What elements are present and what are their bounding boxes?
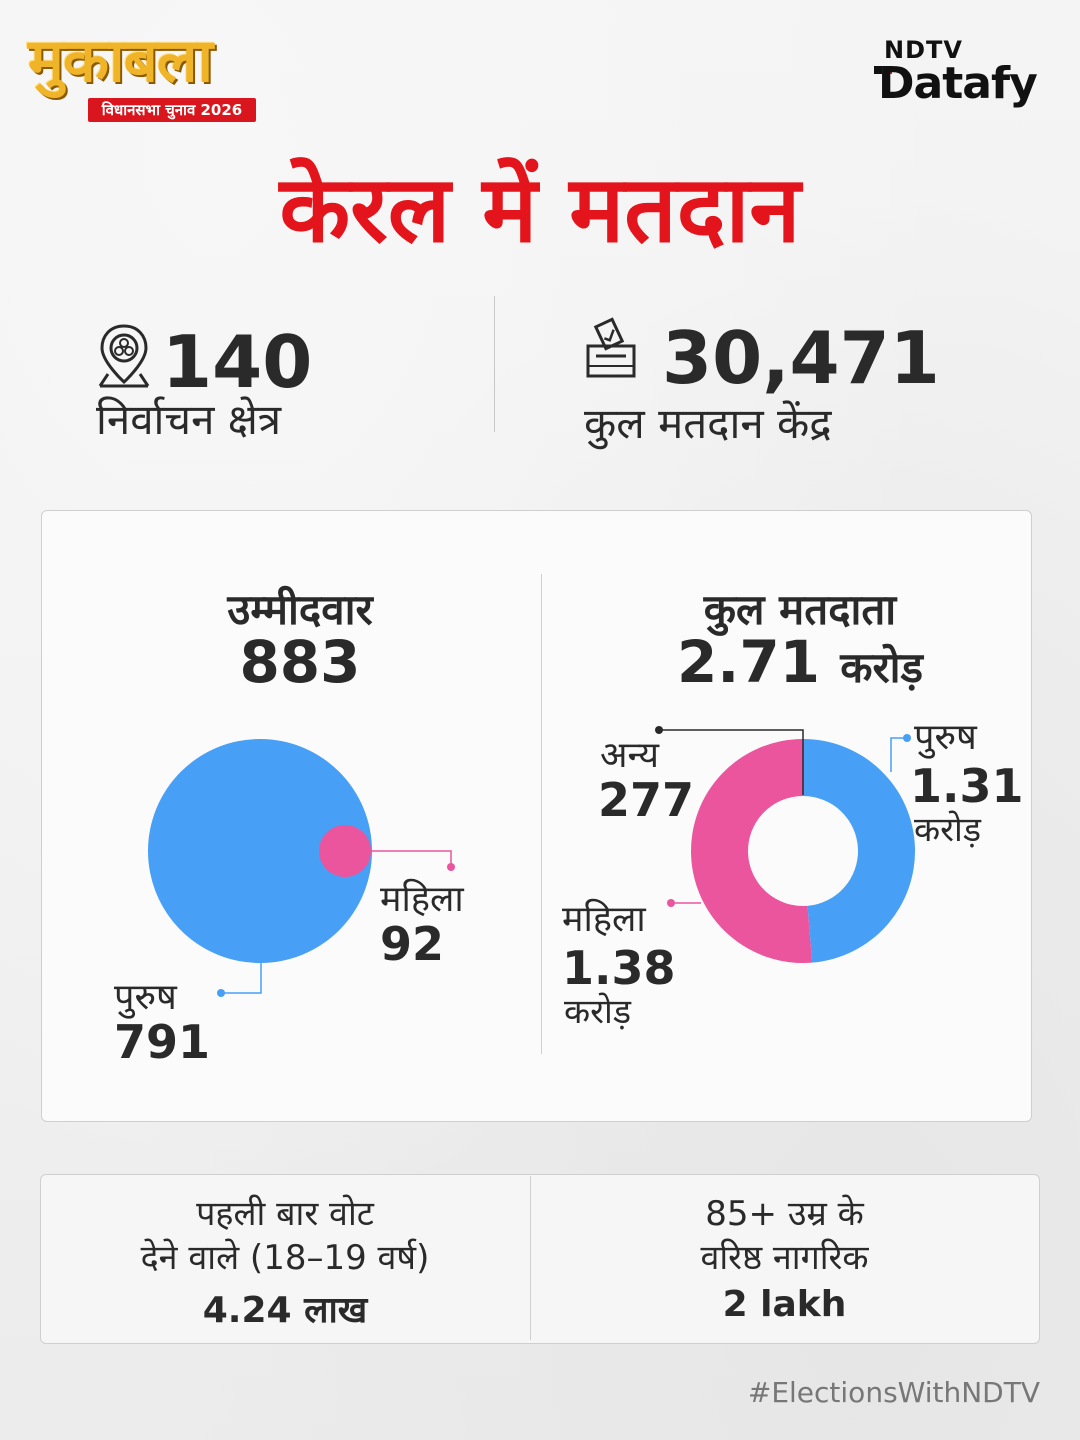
senior-citizens-line2: वरिष्ठ नागरिक <box>700 1238 869 1278</box>
polling-stations-value: 30,471 <box>662 316 940 400</box>
voters-male-unit: करोड़ <box>914 810 982 850</box>
voters-total: 2.71 <box>676 628 821 696</box>
candidates-female-leader <box>371 850 452 867</box>
first-time-voters-line1: पहली बार वोट <box>196 1194 374 1234</box>
voters-female-leader-dot <box>667 899 675 907</box>
voters-other-leader-dot <box>655 726 663 734</box>
card-divider <box>541 574 542 1054</box>
voters-female-unit: करोड़ <box>564 992 632 1032</box>
bottom-panel <box>40 1174 1040 1344</box>
candidates-male-label: पुरुष <box>114 977 177 1018</box>
first-time-voters-line2: देने वाले (18–19 वर्ष) <box>140 1238 430 1278</box>
show-logo-subtitle: विधानसभा चुनाव 2026 <box>88 98 256 122</box>
voters-total-unit: करोड़ <box>840 643 924 692</box>
candidates-male-leader <box>221 963 262 994</box>
voters-title: कुल मतदाता <box>703 585 897 634</box>
voters-total-wrap: 2.71 करोड़ <box>630 628 970 696</box>
hashtag: #ElectionsWithNDTV <box>747 1376 1040 1409</box>
candidates-male-leader-dot <box>217 989 225 997</box>
brand-ndtv: NDTV <box>884 36 963 64</box>
voters-female-slice <box>691 739 813 963</box>
polling-stations-label: कुल मतदान केंद्र <box>584 399 832 448</box>
brand-datafy: Datafy <box>878 58 1038 109</box>
voters-other-label: अन्य <box>600 735 660 776</box>
voters-male-label: पुरुष <box>914 717 977 758</box>
candidates-female-leader-dot <box>447 863 455 871</box>
senior-citizens-line1: 85+ उम्र के <box>705 1194 864 1234</box>
candidates-male-value: 791 <box>114 1015 211 1069</box>
location-pin-icon <box>98 324 150 388</box>
candidates-female-slice <box>319 825 371 877</box>
candidates-female-value: 92 <box>380 917 445 971</box>
voters-male-leader <box>890 737 907 772</box>
constituencies-label: निर्वाचन क्षेत्र <box>96 395 282 444</box>
voters-female-label: महिला <box>562 899 646 940</box>
show-logo: मुकाबला <box>28 26 213 96</box>
voters-female-value: 1.38 <box>562 941 676 995</box>
brand-dot-icon <box>874 66 882 74</box>
voters-donut-chart <box>655 726 916 963</box>
brand-red-dot-icon <box>884 66 892 74</box>
voters-other-leader <box>659 729 804 740</box>
voters-male-leader-dot <box>903 734 911 742</box>
candidates-female-label: महिला <box>380 879 464 920</box>
voters-other-value: 277 <box>598 773 695 827</box>
bottom-divider <box>530 1176 531 1340</box>
senior-citizens-value: 2 lakh <box>722 1284 847 1325</box>
page-title: केरल में मतदान <box>279 156 801 263</box>
candidates-total: 883 <box>239 628 361 696</box>
stats-divider <box>494 296 495 432</box>
candidates-male-slice <box>148 739 372 963</box>
candidates-chart <box>148 739 455 997</box>
voters-male-value: 1.31 <box>910 759 1024 813</box>
ballot-box-icon <box>586 317 636 378</box>
first-time-voters-value: 4.24 लाख <box>202 1290 368 1331</box>
constituencies-value: 140 <box>162 320 313 404</box>
voters-male-slice <box>803 739 916 963</box>
candidates-title: उम्मीदवार <box>227 585 373 634</box>
